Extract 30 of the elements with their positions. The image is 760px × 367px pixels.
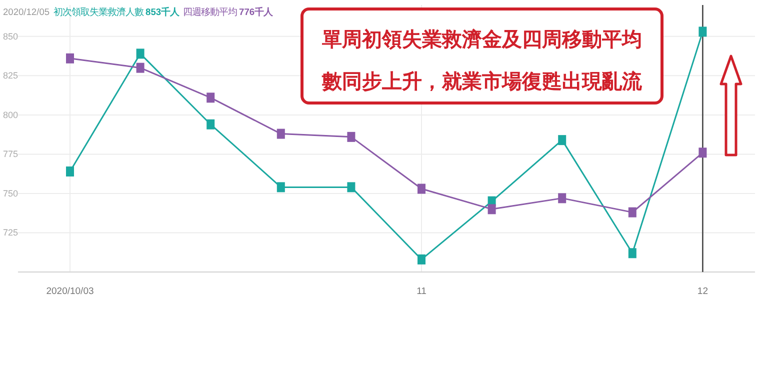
point bbox=[347, 132, 356, 142]
y-tick-label: 750 bbox=[3, 188, 18, 198]
y-tick-label: 850 bbox=[3, 31, 18, 42]
point bbox=[558, 135, 566, 146]
y-tick-label: 825 bbox=[3, 70, 18, 81]
point bbox=[206, 92, 215, 103]
point bbox=[418, 184, 426, 194]
point bbox=[136, 48, 144, 59]
point bbox=[66, 166, 74, 176]
point bbox=[276, 128, 285, 139]
x-tick-label: 2020/10/03 bbox=[46, 286, 94, 297]
point bbox=[628, 248, 636, 258]
legend: 2020/12/05 初次領取失業救濟人數 853千人 四週移動平均 776千人 bbox=[3, 7, 273, 17]
point bbox=[628, 207, 636, 218]
x-tick-label: 12 bbox=[697, 286, 708, 297]
point bbox=[136, 62, 144, 73]
point bbox=[66, 53, 74, 64]
x-tick-label: 11 bbox=[416, 286, 426, 297]
y-tick-label: 800 bbox=[3, 110, 18, 120]
point bbox=[276, 182, 285, 192]
point bbox=[418, 254, 426, 264]
point bbox=[698, 26, 707, 37]
annotation: 單周初領失業救濟金及四周移動平均數同步上升，就業市場復甦出現亂流 bbox=[321, 27, 643, 93]
point bbox=[558, 193, 566, 204]
point bbox=[347, 182, 356, 192]
y-tick-label: 725 bbox=[3, 228, 18, 238]
y-tick-label: 775 bbox=[3, 149, 18, 160]
point bbox=[698, 148, 707, 158]
point bbox=[206, 119, 215, 130]
point bbox=[488, 204, 496, 214]
